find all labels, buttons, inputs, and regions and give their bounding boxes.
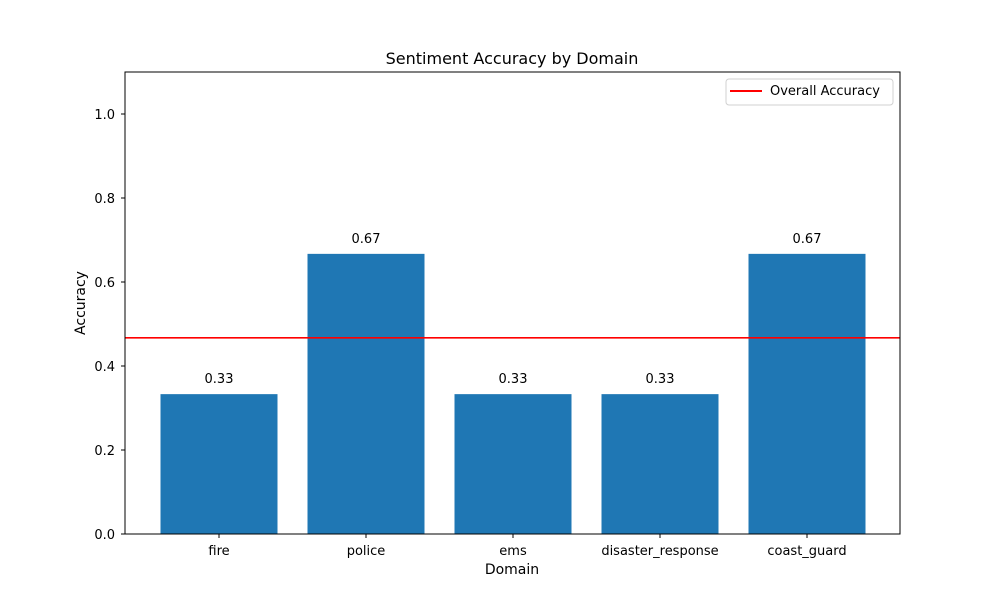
x-tick-label-police: police [347,544,386,559]
data-label-ems: 0.33 [499,372,528,387]
x-axis-label: Domain [485,562,539,578]
y-tick-label: 0.4 [94,360,115,375]
data-label-coast_guard: 0.67 [793,232,822,247]
x-tick-label-coast_guard: coast_guard [767,544,846,559]
x-tick-label-ems: ems [499,544,527,559]
plot-area: 0.33 0.67 0.33 0.33 0.67 [125,232,900,535]
x-tick-label-fire: fire [208,544,229,559]
y-tick-label: 0.0 [94,528,115,543]
x-tick-label-disaster_response: disaster_response [601,544,718,559]
data-label-disaster_response: 0.33 [646,372,675,387]
legend-label: Overall Accuracy [770,84,880,99]
y-tick-label: 0.2 [94,444,115,459]
bar-ems [454,394,572,534]
y-tick-label: 0.6 [94,276,115,291]
y-axis: 0.0 0.2 0.4 0.6 0.8 1.0 [94,108,125,543]
legend-box [725,78,894,106]
chart-title: Sentiment Accuracy by Domain [386,49,639,68]
data-label-police: 0.67 [352,232,381,247]
x-axis: fire police ems disaster_response coast_guar… [208,534,847,559]
data-label-fire: 0.33 [205,372,234,387]
bar-fire [160,394,278,534]
y-tick-label: 1.0 [94,108,115,123]
y-tick-label: 0.8 [94,192,115,207]
bar-disaster_response [601,394,719,534]
y-axis-label: Accuracy [73,271,89,335]
legend: Overall Accuracy [725,78,894,106]
bar-police [307,253,425,535]
bar-coast_guard [748,253,866,535]
